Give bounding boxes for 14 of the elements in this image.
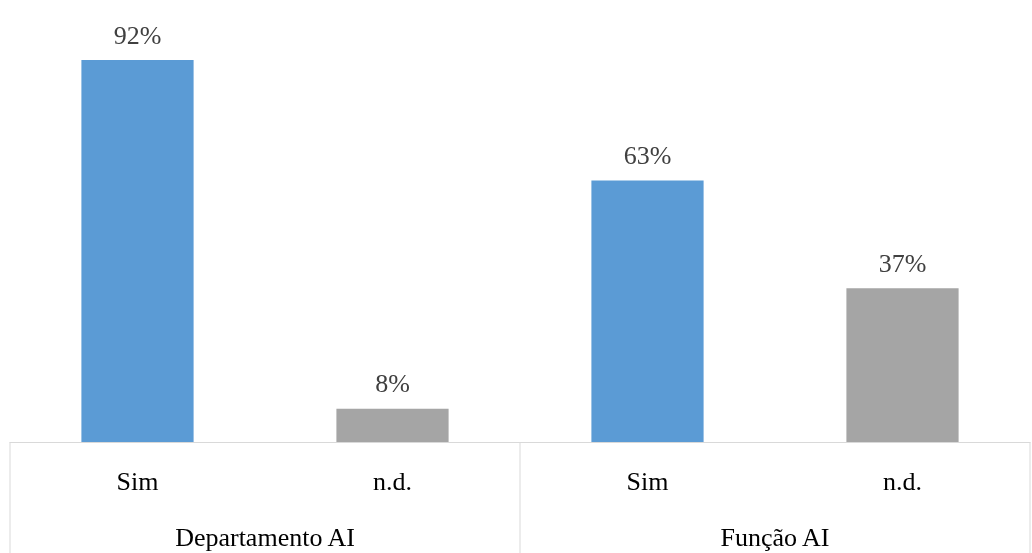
- bar: [81, 60, 194, 442]
- x-tick-label: n.d.: [373, 466, 412, 496]
- x-tick-label: Sim: [116, 466, 159, 496]
- bar: [336, 408, 449, 442]
- bar: [591, 180, 704, 442]
- x-tick-label: Sim: [626, 466, 669, 496]
- bar: [846, 288, 959, 442]
- data-label: 37%: [878, 248, 927, 278]
- text: Função AI: [720, 522, 830, 552]
- text: Departamento AI: [175, 522, 355, 552]
- data-label: 8%: [375, 369, 410, 399]
- data-label: 63%: [623, 140, 672, 170]
- x-tick-label: n.d.: [883, 466, 922, 496]
- data-label: 92%: [113, 20, 162, 50]
